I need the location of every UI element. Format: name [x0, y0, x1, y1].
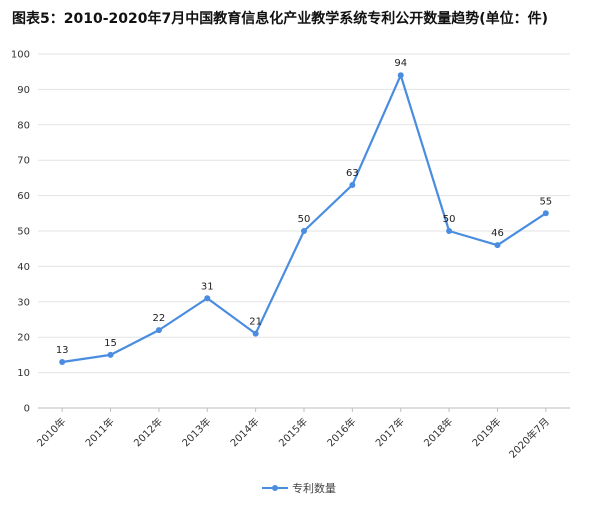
data-point [349, 181, 356, 188]
series-layer: 13 15 22 31 21 50 63 94 50 46 55 [56, 58, 552, 365]
data-label: 22 [153, 313, 166, 324]
x-tick-label: 2014年 [227, 415, 261, 449]
y-tick-label: 70 [17, 156, 30, 167]
x-tick-label: 2020年7月 [506, 415, 552, 461]
data-point [252, 330, 259, 337]
x-tick-label: 2015年 [276, 415, 310, 449]
y-axis-ticks: 0 10 20 30 40 50 60 70 80 90 100 [11, 50, 30, 415]
data-label: 55 [539, 196, 552, 207]
y-tick-label: 100 [11, 50, 30, 61]
data-point [397, 72, 404, 79]
x-axis-ticks: 2010年 2011年 2012年 2013年 2014年 2015年 2016年 2017年… [34, 408, 552, 461]
x-tick-label: 2019年 [469, 415, 503, 449]
data-label: 21 [249, 317, 262, 328]
y-tick-label: 40 [17, 262, 30, 273]
legend-swatch [262, 485, 288, 491]
data-label: 15 [104, 338, 117, 349]
data-point [542, 210, 549, 217]
data-label: 13 [56, 345, 69, 356]
data-point [59, 358, 66, 365]
data-label: 46 [491, 228, 504, 239]
y-tick-label: 20 [17, 333, 30, 344]
x-tick-label: 2013年 [179, 415, 213, 449]
data-point [204, 295, 211, 302]
y-tick-label: 80 [17, 120, 30, 131]
data-label: 63 [346, 168, 359, 179]
y-tick-label: 0 [24, 404, 30, 415]
data-label: 94 [394, 58, 407, 69]
y-tick-label: 60 [17, 191, 30, 202]
y-tick-label: 90 [17, 85, 30, 96]
y-tick-label: 10 [17, 368, 30, 379]
data-point [107, 351, 114, 358]
data-label: 50 [443, 214, 456, 225]
legend: 专利数量 [262, 480, 336, 496]
x-tick-label: 2010年 [34, 415, 68, 449]
data-label: 50 [298, 214, 311, 225]
x-tick-label: 2016年 [324, 415, 358, 449]
x-tick-label: 2012年 [131, 415, 165, 449]
x-tick-label: 2017年 [373, 415, 407, 449]
data-point [301, 228, 307, 234]
y-tick-label: 30 [17, 297, 30, 308]
legend-label: 专利数量 [292, 482, 336, 495]
x-tick-label: 2011年 [82, 415, 116, 449]
data-point [155, 327, 162, 334]
y-tick-label: 50 [17, 227, 30, 238]
x-tick-label: 2018年 [421, 415, 455, 449]
data-point [446, 228, 453, 234]
data-label: 31 [201, 281, 214, 292]
chart-title: 图表5：2010-2020年7月中国教育信息化产业教学系统专利公开数量趋势(单位… [12, 11, 549, 27]
data-point [494, 242, 501, 249]
